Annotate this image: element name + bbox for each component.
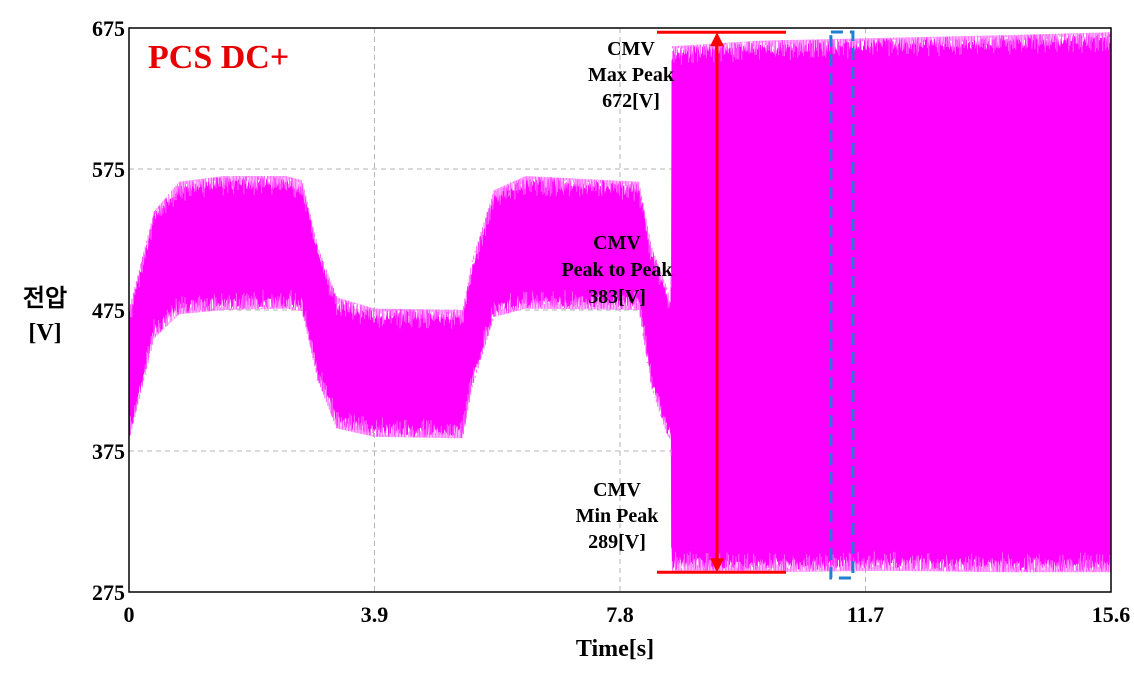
y-tick-label: 275 — [92, 580, 125, 605]
chart-title: PCS DC+ — [148, 39, 289, 76]
x-axis-label: Time[s] — [576, 636, 654, 662]
x-tick-labels: 0 3.9 7.8 11.7 15.6 — [124, 602, 1131, 627]
y-axis-label-line1: 전압 — [23, 285, 67, 312]
x-tick-label: 11.7 — [847, 602, 884, 627]
peak-to-peak-annotation-line2: Peak to Peak — [561, 259, 673, 281]
y-tick-label: 675 — [92, 16, 125, 41]
y-tick-label: 575 — [92, 157, 125, 182]
max-peak-annotation-line1: CMV — [607, 38, 655, 60]
x-tick-label: 3.9 — [361, 602, 389, 627]
y-tick-labels: 675 575 475 375 275 — [92, 16, 125, 605]
x-tick-label: 0 — [124, 602, 135, 627]
min-peak-annotation-line1: CMV — [593, 479, 641, 501]
peak-to-peak-arrow-head-bottom — [710, 558, 724, 573]
peak-to-peak-arrow-head-top — [710, 32, 724, 47]
signal-layer — [128, 32, 1112, 573]
peak-markers — [657, 30, 855, 580]
highlight-box — [829, 30, 855, 580]
plot-frame — [128, 27, 1112, 593]
y-axis-label-line2: [V] — [28, 320, 61, 346]
min-peak-annotation-line3: 289[V] — [588, 531, 646, 553]
y-tick-label: 475 — [92, 298, 125, 323]
x-tick-label: 7.8 — [606, 602, 634, 627]
max-peak-annotation-line3: 672[V] — [602, 90, 660, 112]
x-tick-label: 15.6 — [1092, 602, 1131, 627]
peak-to-peak-annotation-line1: CMV — [593, 232, 641, 254]
y-tick-label: 375 — [92, 439, 125, 464]
peak-to-peak-annotation-line3: 383[V] — [588, 286, 646, 308]
min-peak-annotation-line2: Min Peak — [576, 505, 660, 527]
max-peak-annotation-line2: Max Peak — [588, 64, 675, 86]
